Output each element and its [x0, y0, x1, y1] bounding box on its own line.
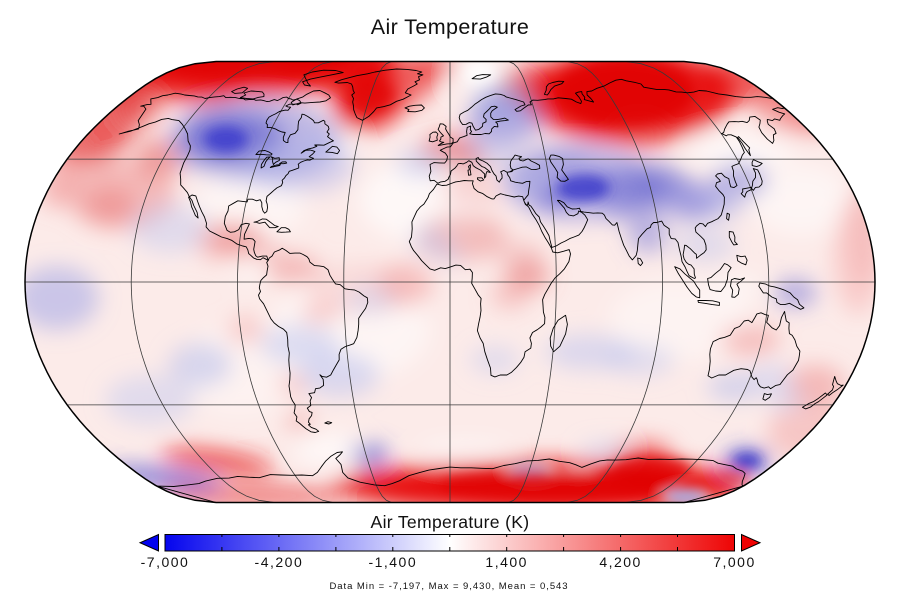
svg-text:4,200: 4,200	[599, 554, 642, 570]
svg-text:-1,400: -1,400	[368, 554, 417, 570]
svg-text:Data Min = -7,197, Max = 9,430: Data Min = -7,197, Max = 9,430, Mean = 0…	[329, 581, 568, 592]
svg-text:1,400: 1,400	[485, 554, 528, 570]
svg-text:-7,000: -7,000	[141, 554, 190, 570]
svg-text:Air Temperature: Air Temperature	[371, 15, 530, 39]
svg-text:-4,200: -4,200	[255, 554, 304, 570]
svg-text:Air Temperature (K): Air Temperature (K)	[371, 512, 530, 532]
svg-text:7,000: 7,000	[713, 554, 756, 570]
